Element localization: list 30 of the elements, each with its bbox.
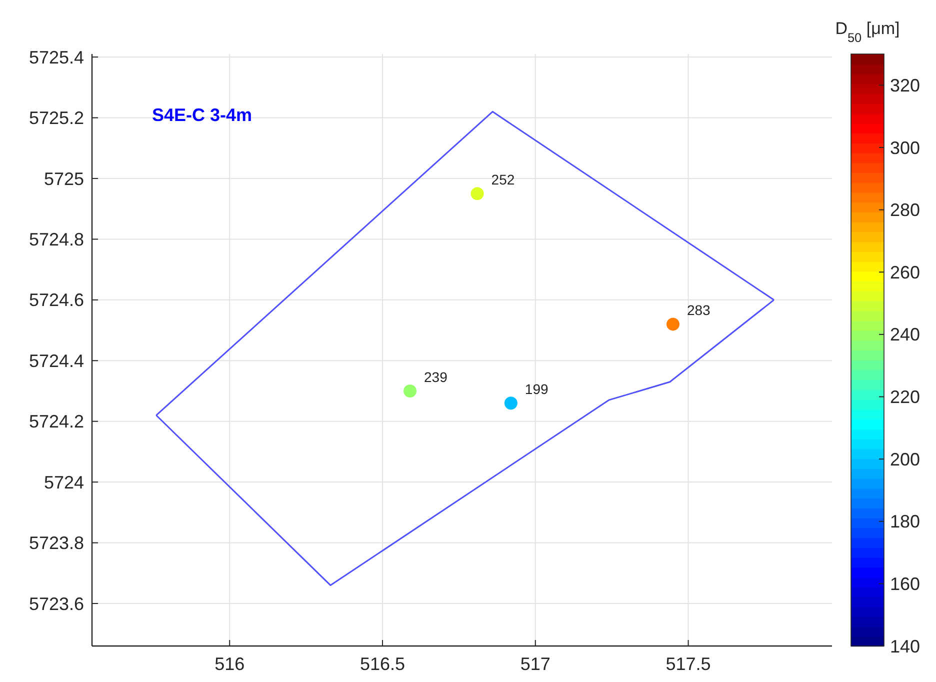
color-bar-title: D$_{50}$ [μm] xyxy=(835,19,900,44)
annotation: 252 xyxy=(491,172,515,188)
y-tick-label: 5725.4 xyxy=(28,47,84,68)
annotation: 283 xyxy=(686,302,711,318)
x-tick-label: 517 xyxy=(520,654,550,674)
color-bar-label: 280 xyxy=(890,200,920,220)
y-tick-label: 5724.4 xyxy=(28,350,84,371)
x-tick-label: 516 xyxy=(214,654,245,674)
y-tick-label: 5724 xyxy=(44,472,84,492)
color-bar-label: 240 xyxy=(890,324,920,345)
annotation: S4E-C 3-4m xyxy=(152,105,252,125)
y-tick-label: 5724.6 xyxy=(28,290,84,310)
color-bar-label: 220 xyxy=(890,387,920,408)
y-tick-label: 5723.6 xyxy=(28,594,84,614)
color-bar-label: 200 xyxy=(890,449,920,470)
y-tick-label: 5725 xyxy=(44,168,84,189)
x-tick-label: 516.5 xyxy=(360,654,406,674)
color-bar-label: 260 xyxy=(890,262,920,282)
y-tick-label: 5725.2 xyxy=(28,108,84,128)
annotation: 199 xyxy=(524,381,548,398)
color-bar-label: 160 xyxy=(890,574,920,594)
color-bar-label: 140 xyxy=(890,636,920,656)
color-bar-label: 320 xyxy=(890,75,920,96)
x-tick-label: 517.5 xyxy=(666,654,711,674)
y-tick-label: 5724.8 xyxy=(28,229,84,250)
color-bar-label: 180 xyxy=(890,512,920,532)
annotation: 239 xyxy=(424,368,448,385)
y-tick-label: 5724.2 xyxy=(28,412,84,432)
color-bar-label: 300 xyxy=(890,138,920,158)
y-tick-label: 5723.8 xyxy=(28,533,84,554)
